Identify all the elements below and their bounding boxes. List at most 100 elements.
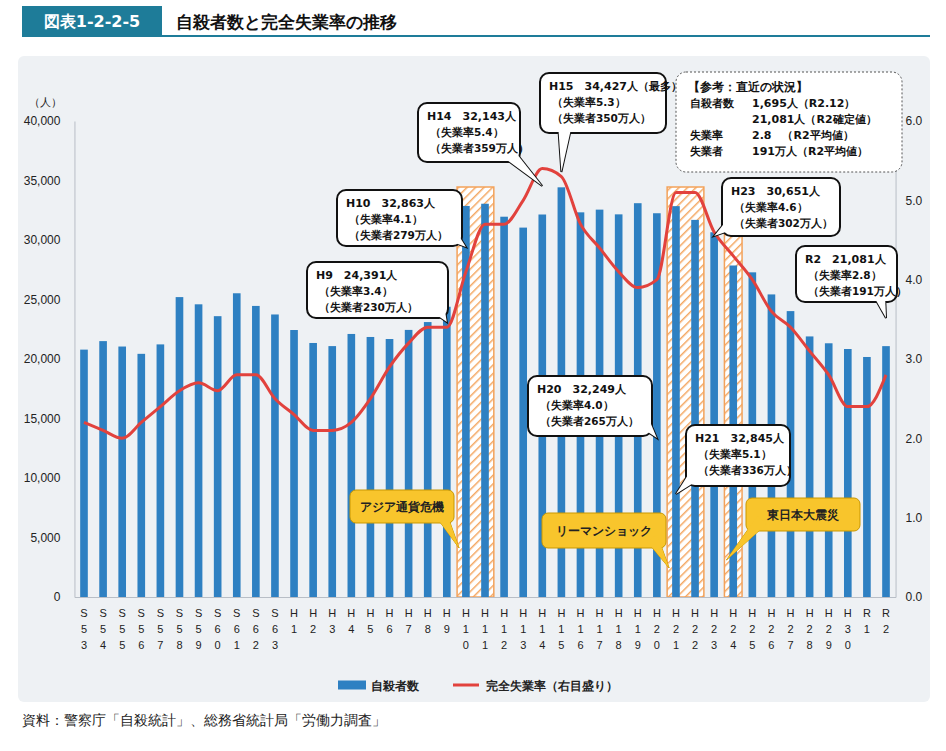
tick-label: 5,000: [30, 531, 60, 545]
tick-char: H: [481, 607, 489, 619]
reference: 【参考：直近の状況】自殺者数1,695人（R2.12）21,081人（R2確定値…: [676, 72, 902, 172]
tick-label: H20: [653, 607, 661, 651]
callout-text: H14 32,143人: [427, 110, 517, 123]
tick: 0: [54, 590, 75, 604]
tick-char: 2: [787, 623, 793, 635]
tick-char: 0: [845, 639, 851, 651]
tick-char: 1: [234, 639, 240, 651]
tick: H6: [386, 597, 394, 635]
bar: [500, 217, 508, 597]
tick-char: 6: [386, 623, 392, 635]
tick-char: 6: [272, 623, 278, 635]
bar: [176, 297, 184, 597]
axis-line: [74, 122, 75, 598]
bar: [844, 349, 852, 597]
callout-text: R2 21,081人: [805, 253, 887, 266]
tick-label: H12: [500, 607, 508, 651]
tick-char: 2: [768, 623, 774, 635]
tick-label: H18: [615, 607, 623, 651]
callout-text: （失業率3.4）: [319, 285, 393, 298]
tick: H1: [290, 597, 298, 635]
tick-char: 3: [329, 623, 335, 635]
tick-label: H23: [710, 607, 718, 651]
tick-char: S: [233, 607, 240, 619]
reference-box: [676, 72, 902, 172]
tick-label: H17: [596, 607, 604, 651]
tick-char: H: [557, 607, 565, 619]
bar: [386, 339, 394, 597]
event-label: リーマンショック: [542, 513, 669, 568]
tick: 30,000: [24, 233, 75, 247]
tick-char: 5: [558, 639, 564, 651]
callout-text: （失業率4.0）: [540, 399, 614, 412]
bar: [672, 206, 680, 597]
tick-label: S55: [119, 607, 126, 651]
event-box: [542, 513, 666, 548]
y-axis: 05,00010,00015,00020,00025,00030,00035,0…: [24, 114, 75, 604]
figure-label: 図表1-2-2-5: [44, 12, 140, 31]
tick: H25: [748, 597, 756, 651]
chart-root: 図表1-2-2-5 自殺者数と完全失業率の推移 0 5,000 10,000 15,000…: [0, 0, 946, 751]
tick: H7: [405, 597, 413, 635]
axis-line: [75, 597, 896, 598]
tick-char: 3: [81, 639, 87, 651]
tick-char: H: [577, 607, 585, 619]
tick-char: 7: [597, 639, 603, 651]
tick-char: 8: [176, 639, 182, 651]
legend-swatch: [453, 684, 479, 687]
event-tail-fill: [726, 516, 766, 560]
tick-label: H24: [729, 607, 737, 651]
tick-label: 5.0: [906, 194, 923, 208]
event-tail-fill: [435, 509, 459, 548]
tick: H12: [500, 597, 508, 651]
bar: [252, 306, 260, 597]
tick: H20: [653, 597, 661, 651]
tick-char: H: [615, 607, 623, 619]
event-text: リーマンショック: [556, 524, 652, 538]
tick: S54: [99, 597, 106, 651]
tick: H26: [767, 597, 775, 651]
bar: [290, 330, 298, 597]
tick-char: H: [538, 607, 546, 619]
tick: H27: [787, 597, 795, 651]
reference-label: 自殺者数: [690, 97, 735, 110]
callout-tail-fill: [432, 304, 447, 322]
tick-label: S57: [157, 607, 164, 651]
tick: 10,000: [24, 471, 75, 485]
tick-char: 8: [425, 623, 431, 635]
tick-char: 9: [826, 639, 832, 651]
callout: H20 32,249人（失業率4.0）（失業者265万人）: [528, 376, 657, 438]
callout-text: （失業率2.8）: [808, 269, 882, 282]
tick-label: H27: [787, 607, 795, 651]
tick: H15: [557, 597, 565, 651]
tick-char: H: [710, 607, 718, 619]
callout-text: （失業者302万人）: [734, 217, 833, 230]
tick: R2: [882, 597, 890, 635]
tick-char: 4: [730, 639, 736, 651]
tick-char: 2: [711, 623, 717, 635]
tick: S59: [195, 597, 202, 651]
tick: 0.0: [896, 590, 923, 604]
tick: H24: [729, 597, 737, 651]
tick-label: S58: [176, 607, 183, 651]
callout-text: H23 30,651人: [731, 185, 821, 198]
tick: 35,000: [24, 174, 75, 188]
tick-char: 6: [577, 639, 583, 651]
tick-char: S: [119, 607, 126, 619]
title: 自殺者数と完全失業率の推移: [176, 12, 397, 32]
tick-char: S: [195, 607, 202, 619]
tick-label: 20,000: [24, 352, 61, 366]
tick-char: H: [366, 607, 374, 619]
tick-label: R2: [882, 607, 890, 635]
tick-label: H11: [481, 607, 489, 651]
y-axis-label: （人）: [29, 96, 62, 109]
tick-char: S: [138, 607, 145, 619]
tick: H11: [481, 597, 489, 651]
tick-label: H15: [557, 607, 565, 651]
tick-char: 5: [119, 623, 125, 635]
tick-label: H7: [405, 607, 413, 635]
tick: S63: [271, 597, 278, 651]
tick: S61: [233, 597, 240, 651]
tick-label: 15,000: [24, 412, 61, 426]
tick-char: 4: [100, 639, 106, 651]
